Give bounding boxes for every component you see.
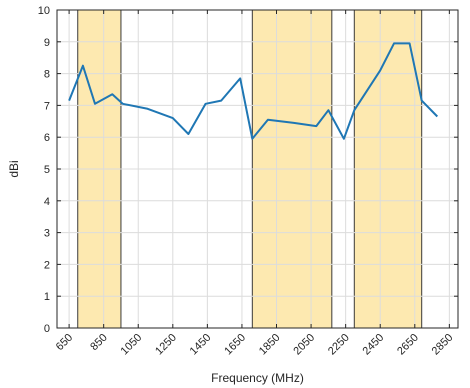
- series-layer: [68, 42, 439, 140]
- x-tick-label: 1250: [153, 332, 179, 358]
- x-tick-label: 2450: [361, 332, 387, 358]
- data-point: [94, 103, 96, 105]
- y-tick-label: 1: [44, 291, 50, 303]
- data-point: [327, 109, 329, 111]
- data-point: [146, 108, 148, 110]
- data-point: [239, 77, 241, 79]
- data-point: [421, 100, 423, 102]
- data-point: [379, 69, 381, 71]
- data-point: [82, 65, 84, 67]
- x-tick-label: 1050: [119, 332, 145, 358]
- data-point: [187, 133, 189, 135]
- y-tick-label: 10: [38, 5, 50, 17]
- grid-layer: [57, 9, 458, 329]
- data-point: [122, 103, 124, 105]
- y-tick-label: 4: [44, 196, 50, 208]
- x-tick-label: 650: [54, 332, 75, 353]
- data-point: [172, 117, 174, 119]
- x-tick-label: 2850: [430, 332, 456, 358]
- data-point: [293, 122, 295, 124]
- data-point: [68, 100, 70, 102]
- x-tick-label: 850: [88, 332, 109, 353]
- data-point: [393, 42, 395, 44]
- data-point: [436, 116, 438, 118]
- y-tick-label: 3: [44, 228, 50, 240]
- data-point: [353, 109, 355, 111]
- x-tick-label: 1450: [188, 332, 214, 358]
- x-tick-label: 1650: [222, 332, 248, 358]
- y-tick-label: 8: [44, 69, 50, 81]
- y-tick-label: 6: [44, 132, 50, 144]
- x-tick-label: 2250: [326, 332, 352, 358]
- x-tick-label: 1850: [257, 332, 283, 358]
- data-point: [267, 119, 269, 121]
- data-point: [111, 93, 113, 95]
- y-tick-label: 2: [44, 259, 50, 271]
- data-point: [343, 138, 345, 140]
- data-point: [315, 125, 317, 127]
- y-axis-label: dBi: [7, 160, 21, 177]
- y-tick-label: 7: [44, 100, 50, 112]
- x-axis-label: Frequency (MHz): [211, 371, 304, 385]
- data-point: [205, 103, 207, 105]
- series-line: [68, 42, 439, 140]
- y-tick-label: 0: [44, 323, 50, 335]
- data-point: [251, 138, 253, 140]
- x-tick-label: 2650: [395, 332, 421, 358]
- y-tick-label: 5: [44, 164, 50, 176]
- y-tick-label: 9: [44, 37, 50, 49]
- x-tick-label: 2050: [291, 332, 317, 358]
- data-point: [409, 42, 411, 44]
- data-point: [220, 100, 222, 102]
